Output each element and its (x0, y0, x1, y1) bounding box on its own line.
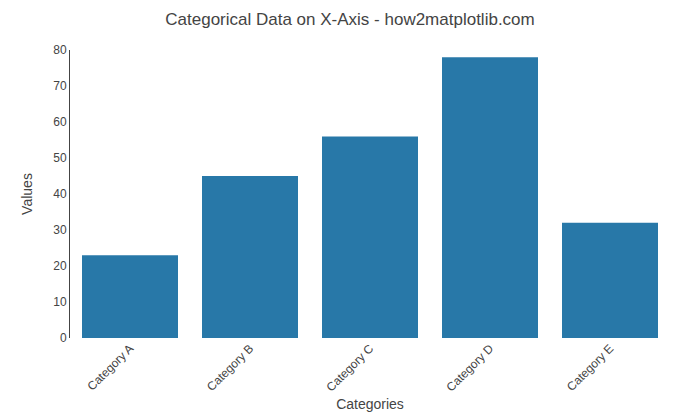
svg-text:Values: Values (19, 173, 35, 215)
svg-text:80: 80 (53, 43, 67, 57)
svg-text:50: 50 (53, 151, 67, 165)
svg-text:Categories: Categories (336, 396, 404, 412)
svg-text:Category E: Category E (564, 341, 616, 393)
svg-text:70: 70 (53, 79, 67, 93)
svg-text:Category C: Category C (324, 341, 377, 394)
svg-text:40: 40 (53, 187, 67, 201)
svg-text:Category A: Category A (84, 341, 136, 393)
svg-text:20: 20 (53, 259, 67, 273)
svg-text:10: 10 (53, 295, 67, 309)
svg-text:Categorical Data on X-Axis - h: Categorical Data on X-Axis - how2matplot… (165, 10, 534, 29)
svg-text:0: 0 (60, 331, 67, 345)
svg-text:Category D: Category D (444, 341, 497, 394)
svg-text:30: 30 (53, 223, 67, 237)
svg-text:Category B: Category B (204, 341, 256, 393)
svg-text:60: 60 (53, 115, 67, 129)
